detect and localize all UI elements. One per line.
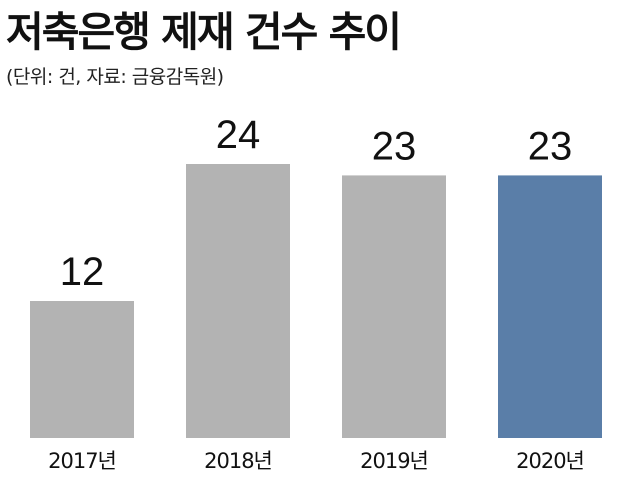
bar-1 <box>30 301 134 438</box>
x-tick-label-4: 2020년 <box>516 449 584 473</box>
bar-2 <box>186 164 290 438</box>
bar-value-label-4: 23 <box>528 124 573 168</box>
x-tick-label-2: 2018년 <box>204 449 272 473</box>
x-tick-label-1: 2017년 <box>48 449 116 473</box>
x-tick-label-3: 2019년 <box>360 449 428 473</box>
bar-3 <box>342 175 446 438</box>
bar-value-label-1: 12 <box>60 250 105 294</box>
bar-value-label-3: 23 <box>372 124 417 168</box>
chart-title: 저축은행 제재 건수 추이 <box>6 8 402 56</box>
bar-4 <box>498 175 602 438</box>
chart-subtitle: (단위: 건, 자료: 금융감독원) <box>6 66 224 88</box>
bar-value-label-2: 24 <box>216 113 261 157</box>
